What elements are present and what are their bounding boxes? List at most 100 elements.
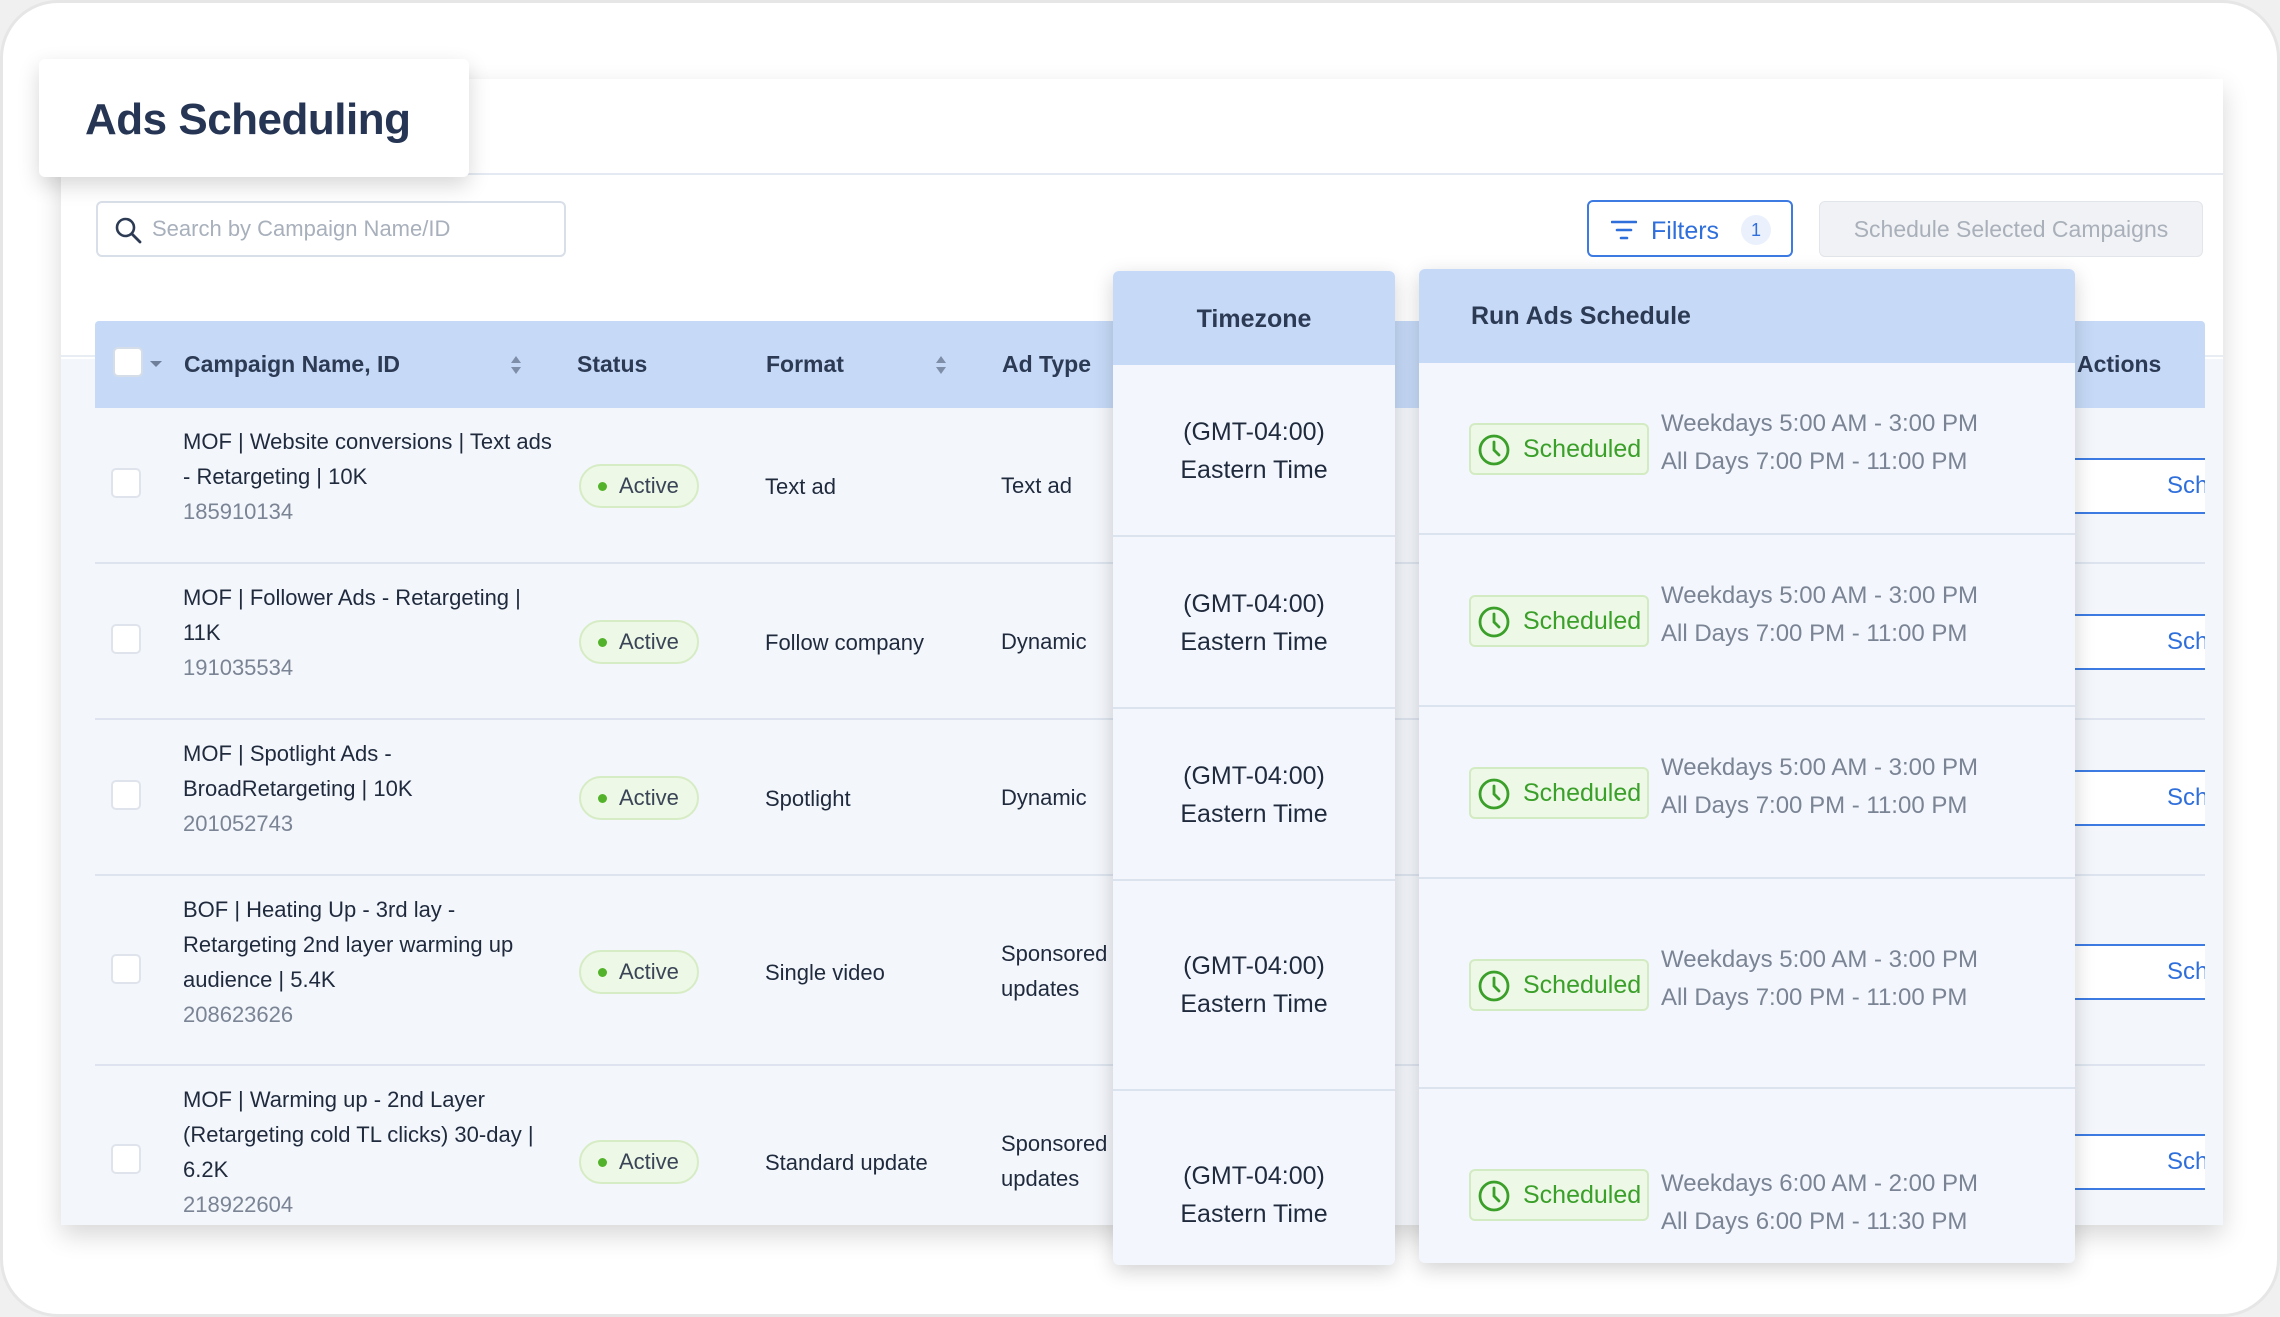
campaign-name-text: MOF | Warming up - 2nd Layer (Retargetin…: [183, 1087, 534, 1182]
schedule-times: Weekdays 5:00 AM - 3:00 PM All Days 7:00…: [1661, 941, 1978, 1017]
scheduled-badge: Scheduled: [1469, 1169, 1649, 1221]
page-title: Ads Scheduling: [85, 95, 411, 144]
scheduled-text: Scheduled: [1523, 779, 1642, 807]
header-actions: Actions: [2077, 351, 2162, 377]
scheduled-badge: Scheduled: [1469, 959, 1649, 1011]
campaign-name: BOF | Heating Up - 3rd lay - Retargeting…: [183, 892, 553, 1032]
clock-icon: [1478, 434, 1510, 466]
scheduled-badge: Scheduled: [1469, 767, 1649, 819]
campaign-name: MOF | Website conversions | Text ads - R…: [183, 424, 553, 529]
timezone-cell: (GMT-04:00) Eastern Time: [1113, 709, 1395, 881]
schedule-line: All Days 7:00 PM - 11:00 PM: [1661, 984, 1968, 1011]
schedule-line: Weekdays 6:00 AM - 2:00 PM: [1661, 1170, 1979, 1197]
schedule-line: All Days 7:00 PM - 11:00 PM: [1661, 792, 1968, 819]
timezone-cell: (GMT-04:00) Eastern Time: [1113, 365, 1395, 537]
row-checkbox[interactable]: [111, 624, 141, 654]
timezone-name: Eastern Time: [1180, 456, 1328, 484]
search-icon: [115, 217, 142, 244]
timezone-offset: (GMT-04:00): [1183, 952, 1325, 980]
filter-icon: [1611, 220, 1637, 240]
ad-type-cell: Dynamic: [1001, 785, 1087, 810]
schedule-line: All Days 6:00 PM - 11:30 PM: [1661, 1208, 1968, 1235]
status-text: Active: [619, 629, 679, 654]
status-text: Active: [619, 785, 679, 810]
timezone-cell: (GMT-04:00) Eastern Time: [1113, 881, 1395, 1091]
timezone-header: Timezone: [1113, 271, 1395, 365]
schedule-times: Weekdays 6:00 AM - 2:00 PM All Days 6:00…: [1661, 1165, 1978, 1241]
search-box[interactable]: [96, 201, 566, 257]
status-badge: Active: [579, 620, 699, 664]
schedule-line: Weekdays 5:00 AM - 3:00 PM: [1661, 946, 1979, 973]
campaign-name-text: MOF | Website conversions | Text ads - R…: [183, 429, 552, 489]
run-schedule-column-panel: Run Ads Schedule Scheduled Weekdays 5:00…: [1419, 269, 2075, 1263]
chevron-down-icon[interactable]: [149, 359, 163, 369]
ad-type-cell: Text ad: [1001, 473, 1072, 498]
campaign-id: 185910134: [183, 499, 294, 524]
status-dot: [598, 638, 607, 647]
schedule-selected-button[interactable]: Schedule Selected Campaigns: [1819, 201, 2203, 257]
scheduled-text: Scheduled: [1523, 607, 1642, 635]
scheduled-text: Scheduled: [1523, 435, 1642, 463]
timezone-offset: (GMT-04:00): [1183, 1162, 1325, 1190]
campaign-id: 218922604: [183, 1192, 294, 1217]
run-schedule-cell: Scheduled Weekdays 5:00 AM - 3:00 PM All…: [1419, 535, 2075, 707]
row-checkbox[interactable]: [111, 468, 141, 498]
timezone-offset: (GMT-04:00): [1183, 418, 1325, 446]
run-schedule-cell: Scheduled Weekdays 5:00 AM - 3:00 PM All…: [1419, 363, 2075, 535]
timezone-name: Eastern Time: [1180, 990, 1328, 1018]
schedule-times: Weekdays 5:00 AM - 3:00 PM All Days 7:00…: [1661, 405, 1978, 481]
campaign-name: MOF | Follower Ads - Retargeting | 11K 1…: [183, 580, 553, 685]
search-input[interactable]: [152, 203, 552, 255]
status-badge: Active: [579, 950, 699, 994]
campaign-name-text: MOF | Spotlight Ads - BroadRetargeting |…: [183, 741, 413, 801]
campaign-name: MOF | Spotlight Ads - BroadRetargeting |…: [183, 736, 553, 841]
row-checkbox[interactable]: [111, 954, 141, 984]
table-row: MOF | Website conversions | Text ads - R…: [95, 408, 2205, 564]
status-badge: Active: [579, 464, 699, 508]
ad-type-cell: Sponsored updates: [1001, 1131, 1108, 1191]
clock-icon: [1478, 1180, 1510, 1212]
format-cell: Standard update: [765, 1150, 928, 1175]
scheduled-badge: Scheduled: [1469, 595, 1649, 647]
header-status: Status: [577, 351, 648, 377]
timezone-cell: (GMT-04:00) Eastern Time: [1113, 537, 1395, 709]
header-campaign: Campaign Name, ID: [184, 351, 400, 377]
schedule-line: Weekdays 5:00 AM - 3:00 PM: [1661, 410, 1979, 437]
ad-type-cell: Dynamic: [1001, 629, 1087, 654]
sort-icon[interactable]: [934, 353, 948, 377]
status-dot: [598, 1158, 607, 1167]
sort-icon[interactable]: [509, 353, 523, 377]
schedule-times: Weekdays 5:00 AM - 3:00 PM All Days 7:00…: [1661, 749, 1978, 825]
header-format: Format: [766, 351, 844, 377]
campaign-id: 201052743: [183, 811, 294, 836]
campaign-name-text: MOF | Follower Ads - Retargeting | 11K: [183, 585, 521, 645]
scheduled-text: Scheduled: [1523, 971, 1642, 999]
timezone-cell: (GMT-04:00) Eastern Time: [1113, 1091, 1395, 1265]
scheduled-badge: Scheduled: [1469, 423, 1649, 475]
page-title-tab: Ads Scheduling: [39, 59, 469, 177]
schedule-times: Weekdays 5:00 AM - 3:00 PM All Days 7:00…: [1661, 577, 1978, 653]
filters-button[interactable]: Filters 1: [1587, 200, 1793, 257]
run-schedule-cell: Scheduled Weekdays 5:00 AM - 3:00 PM All…: [1419, 707, 2075, 879]
timezone-header-label: Timezone: [1196, 305, 1312, 333]
campaign-id: 208623626: [183, 1002, 294, 1027]
run-schedule-header-label: Run Ads Schedule: [1471, 302, 1691, 330]
campaign-id: 191035534: [183, 655, 294, 680]
timezone-offset: (GMT-04:00): [1183, 762, 1325, 790]
status-badge: Active: [579, 776, 699, 820]
format-cell: Text ad: [765, 474, 836, 499]
row-checkbox[interactable]: [111, 1144, 141, 1174]
run-schedule-header: Run Ads Schedule: [1419, 269, 2075, 363]
filters-label: Filters: [1651, 217, 1720, 245]
scheduled-text: Scheduled: [1523, 1181, 1642, 1209]
status-dot: [598, 794, 607, 803]
format-cell: Follow company: [765, 630, 924, 655]
status-text: Active: [619, 959, 679, 984]
schedule-line: All Days 7:00 PM - 11:00 PM: [1661, 448, 1968, 475]
row-checkbox[interactable]: [111, 780, 141, 810]
select-all-checkbox[interactable]: [113, 347, 143, 377]
run-schedule-cell: Scheduled Weekdays 5:00 AM - 3:00 PM All…: [1419, 879, 2075, 1089]
campaign-name-text: BOF | Heating Up - 3rd lay - Retargeting…: [183, 897, 514, 992]
table-row: MOF | Warming up - 2nd Layer (Retargetin…: [95, 1066, 2205, 1225]
